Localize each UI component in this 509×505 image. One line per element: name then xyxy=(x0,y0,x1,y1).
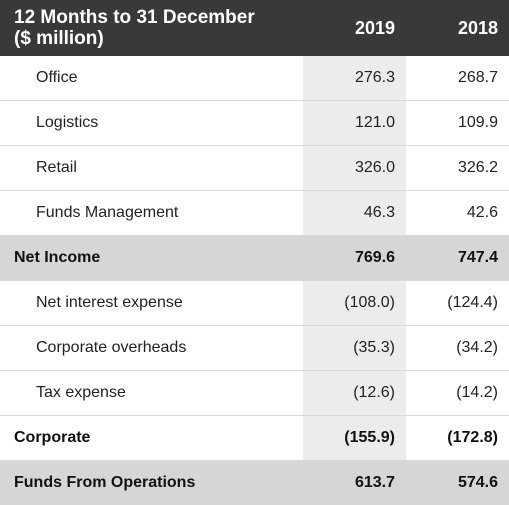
row-value-2018: (124.4) xyxy=(406,281,509,326)
header-period-label: 12 Months to 31 December ($ million) xyxy=(0,0,303,56)
row-value-2018: (14.2) xyxy=(406,371,509,416)
row-value-2019: 121.0 xyxy=(303,101,406,146)
row-label: Logistics xyxy=(0,101,303,146)
table-row-office: Office 276.3 268.7 xyxy=(0,56,509,101)
table-row-funds-from-operations: Funds From Operations 613.7 574.6 xyxy=(0,461,509,505)
header-label-line2: ($ million) xyxy=(14,28,303,49)
row-value-2018: 268.7 xyxy=(406,56,509,101)
row-value-2018: 42.6 xyxy=(406,191,509,236)
row-value-2019: 769.6 xyxy=(303,236,406,281)
row-label: Net Income xyxy=(0,236,303,281)
row-value-2019: 276.3 xyxy=(303,56,406,101)
row-value-2018: (34.2) xyxy=(406,326,509,371)
row-value-2019: 46.3 xyxy=(303,191,406,236)
table-row-corporate-overheads: Corporate overheads (35.3) (34.2) xyxy=(0,326,509,371)
row-value-2018: 109.9 xyxy=(406,101,509,146)
header-label-line1: 12 Months to 31 December xyxy=(14,7,303,28)
header-col-2019: 2019 xyxy=(303,0,406,56)
table-row-retail: Retail 326.0 326.2 xyxy=(0,146,509,191)
row-value-2018: (172.8) xyxy=(406,416,509,461)
row-label: Office xyxy=(0,56,303,101)
row-label: Retail xyxy=(0,146,303,191)
table-row-net-income: Net Income 769.6 747.4 xyxy=(0,236,509,281)
row-value-2019: (12.6) xyxy=(303,371,406,416)
row-value-2018: 747.4 xyxy=(406,236,509,281)
row-label: Net interest expense xyxy=(0,281,303,326)
row-label: Funds Management xyxy=(0,191,303,236)
row-value-2018: 574.6 xyxy=(406,461,509,505)
row-value-2018: 326.2 xyxy=(406,146,509,191)
header-col-2018: 2018 xyxy=(406,0,509,56)
table-row-funds-management: Funds Management 46.3 42.6 xyxy=(0,191,509,236)
table-row-corporate: Corporate (155.9) (172.8) xyxy=(0,416,509,461)
row-label: Tax expense xyxy=(0,371,303,416)
row-label: Corporate overheads xyxy=(0,326,303,371)
table-row-logistics: Logistics 121.0 109.9 xyxy=(0,101,509,146)
row-value-2019: (108.0) xyxy=(303,281,406,326)
row-value-2019: (155.9) xyxy=(303,416,406,461)
table-row-net-interest-expense: Net interest expense (108.0) (124.4) xyxy=(0,281,509,326)
table-row-tax-expense: Tax expense (12.6) (14.2) xyxy=(0,371,509,416)
row-value-2019: 326.0 xyxy=(303,146,406,191)
table-header-row: 12 Months to 31 December ($ million) 201… xyxy=(0,0,509,56)
row-label: Corporate xyxy=(0,416,303,461)
row-value-2019: (35.3) xyxy=(303,326,406,371)
row-label: Funds From Operations xyxy=(0,461,303,505)
row-value-2019: 613.7 xyxy=(303,461,406,505)
